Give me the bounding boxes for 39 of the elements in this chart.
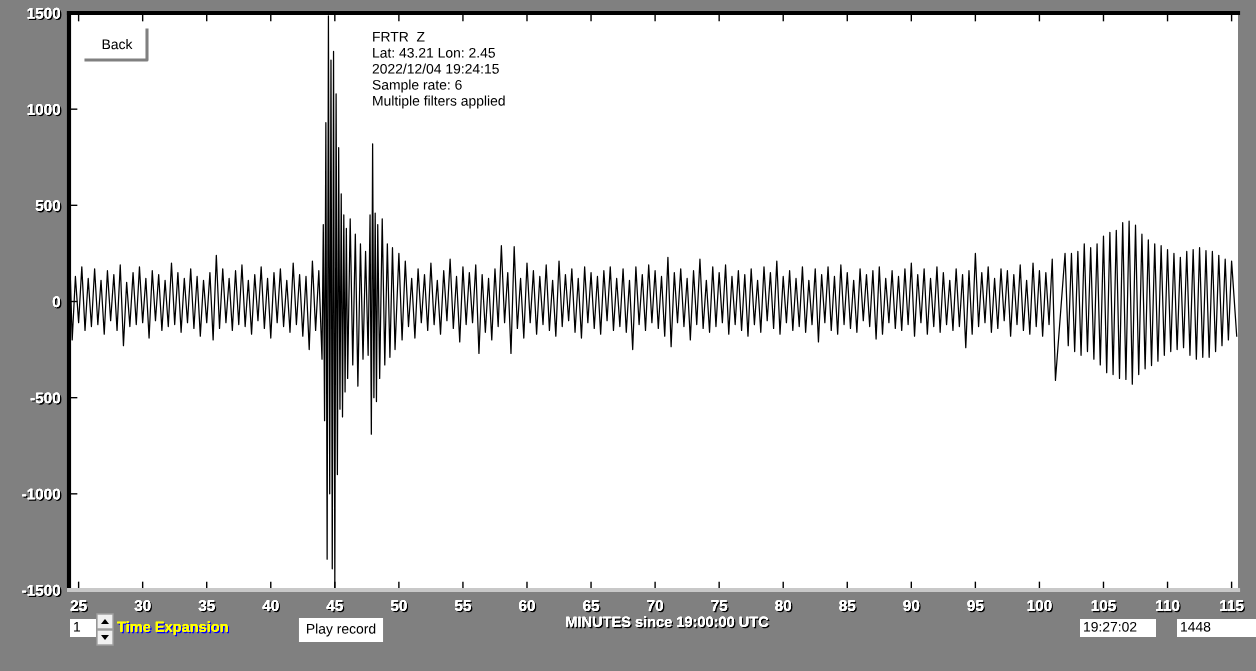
text: FRTR Z [373, 32, 425, 42]
x-tick-label: 85 [839, 600, 857, 613]
text: 1448 [1181, 621, 1211, 632]
x-tick-label: 25 [70, 600, 89, 613]
y-tick-label: 1500 [27, 7, 62, 21]
x-tick-label: 110 [1156, 600, 1181, 613]
x-tick-label: 80 [775, 600, 793, 613]
x-tick-label: 65 [583, 600, 601, 613]
x-tick-label: 95 [967, 600, 985, 613]
y-tick-label: -1500 [22, 584, 62, 598]
x-tick-label: 100 [1027, 600, 1053, 613]
text: 19:27:02 [1084, 621, 1137, 632]
y-tick-label: 500 [35, 200, 62, 213]
x-tick-label: 115 [1220, 600, 1245, 613]
annotation: Lat: 43.21 Lon: 2.45 [373, 47, 495, 58]
x-axis-title: MINUTES since 19:00:00 UTC [566, 616, 770, 629]
x-tick-label: 30 [134, 600, 152, 613]
x-tick-label: 45 [326, 600, 345, 613]
text: Time Expansion [117, 621, 230, 637]
y-tick-label: -500 [30, 392, 62, 405]
x-tick-label: 50 [390, 600, 409, 613]
y-tick-label: 1000 [27, 104, 62, 117]
x-tick-label: 75 [711, 600, 729, 613]
annotation: 2022/12/04 19:24:15 [372, 63, 499, 74]
y-tick-label: 0 [52, 296, 62, 309]
text: 1 [74, 622, 81, 632]
line-series [69, 15, 1238, 589]
text: Play record [307, 623, 376, 637]
annotation: Back [102, 39, 133, 50]
x-tick-label: 105 [1091, 600, 1118, 613]
x-tick-label: 55 [454, 600, 473, 613]
x-tick-label: 35 [198, 600, 217, 613]
y-tick-label: -1000 [22, 488, 62, 501]
annotation: Multiple filters applied [373, 95, 505, 109]
annotation: Sample rate: 6 [372, 79, 462, 93]
x-tick-label: 70 [647, 600, 665, 613]
x-tick-label: 90 [903, 600, 921, 613]
x-tick-label: 40 [262, 600, 281, 613]
x-tick-label: 60 [519, 600, 537, 613]
